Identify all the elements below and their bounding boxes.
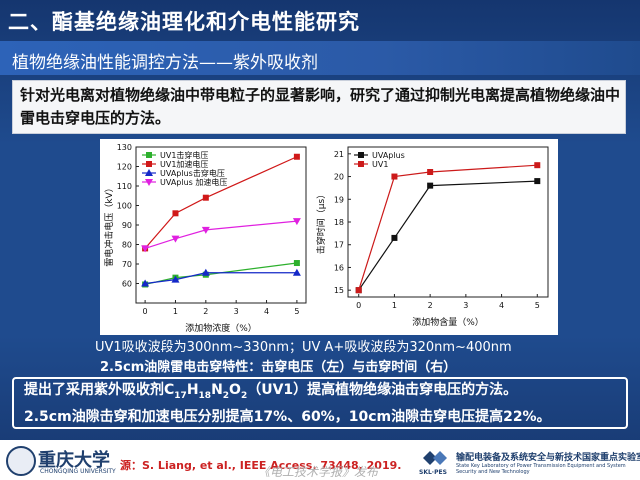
chart-0-ytick-label: 60 <box>122 280 132 289</box>
conclusion-line-1: 提出了采用紫外吸收剂C17H18N2O2（UV1）提高植物绝缘油击穿电压的方法。 <box>24 382 518 401</box>
chart-0-ytick-label: 80 <box>122 241 132 250</box>
chart-1-series-1-line <box>358 164 538 291</box>
chart-0-ytick-label: 70 <box>122 260 132 269</box>
chart-1-xtick-label: 0 <box>356 301 361 310</box>
chart-0-xtick-label: 5 <box>294 307 299 316</box>
chart-0-series-2-point <box>171 275 180 283</box>
conclusion-text: 提出了采用紫外吸收剂C17H18N2O2（UV1）提高植物绝缘油击穿电压的方法。… <box>24 380 624 428</box>
chart-1-ytick-label: 17 <box>334 241 344 250</box>
chart-0-xtick-label: 2 <box>203 307 208 316</box>
chart-1-legend-1-marker <box>358 161 364 167</box>
slide-title: 二、酯基绝缘油理化和介电性能研究 <box>8 10 360 34</box>
subtitle-bar <box>0 41 640 75</box>
chart-1-series-0-point <box>391 234 398 241</box>
chart-0-series-2-point <box>201 268 210 276</box>
conclusion-box <box>12 377 628 429</box>
conclusion-line-2: 2.5cm油隙击穿和加速电压分别提高17%、60%，10cm油隙击穿电压提高22… <box>24 408 551 425</box>
chart-0-series-3-line <box>144 220 297 249</box>
chart-1-ytick-label: 21 <box>334 150 344 159</box>
chart-0-xtick-label: 1 <box>173 307 178 316</box>
chart-0-xtick-label: 0 <box>143 307 148 316</box>
chart-1-frame <box>347 146 549 298</box>
chart-0-series-0-point <box>293 260 300 267</box>
chart-0-legend-3-label: UVAplus 加速电压 <box>160 177 227 187</box>
chart-0-legend-0-marker <box>146 152 152 158</box>
chart-0-series-3-point <box>292 218 301 226</box>
chart-1-series-0-line <box>358 180 538 291</box>
chart-0-legend-3-marker <box>145 179 153 186</box>
chart-0-xtick-label: 4 <box>264 307 269 316</box>
chart-0-series-3-point <box>141 245 150 253</box>
chart-0-series-3-point <box>171 235 180 243</box>
figure-panel: 0 1 2 3 4 5 60 70 80 90 100 110 120 130 添加物浓度（%） 雷电冲击电压… <box>100 139 558 335</box>
chart-1-ytick-label: 15 <box>334 286 344 295</box>
chart-1-ytick-label: 16 <box>334 263 344 272</box>
university-name: 重庆大学 <box>38 450 110 471</box>
lab-abbreviation: SKL·PES <box>419 469 447 476</box>
chart-0-series-3-point <box>201 226 210 234</box>
chart-0-xtick-label: 3 <box>234 307 239 316</box>
chart-0-series-0-line <box>144 262 297 286</box>
chart-0-legend-1-label: UV1加速电压 <box>160 159 208 169</box>
chart-1-series-1-point <box>534 162 541 169</box>
chart-0-series-2-point <box>141 279 150 287</box>
charts-figure: 0 1 2 3 4 560708090100110120130添加物浓度（%）雷电冲击电压… <box>103 143 549 334</box>
watermark: 《电工技术学报》发布 <box>258 465 379 479</box>
chart-0-legend-0-label: UV1击穿电压 <box>160 150 208 160</box>
caption-absorption-bands: UV1吸收波段为300nm~330nm；UV A+吸收波段为320nm~400n… <box>95 340 512 355</box>
source-citation: 源：S. Liang, et al., IEEE Access, 73448, … <box>120 459 402 472</box>
chart-0-series-1-point <box>202 194 209 201</box>
chart-0-series-2-point <box>292 268 301 276</box>
chart-0-legend-2-label: UVAplus击穿电压 <box>160 168 225 178</box>
chart-1-ylabel: 击穿时间（μs） <box>315 190 327 254</box>
chart-1-ytick-label: 18 <box>334 218 344 227</box>
chart-1-series-0-point <box>427 182 434 189</box>
intro-text: 针对光电离对植物绝缘油中带电粒子的显著影响，研究了通过抑制光电离提高植物绝缘油中… <box>20 86 621 127</box>
chart-0-ytick-label: 100 <box>117 202 132 211</box>
chart-1-xtick-label: 4 <box>499 301 504 310</box>
university-logo-icon <box>6 446 36 476</box>
chart-1-legend-0-marker <box>358 152 364 158</box>
chart-0-series-1-line <box>144 156 298 249</box>
lab-name: 输配电装备及系统安全与新技术国家重点实验室 <box>456 453 640 463</box>
chart-0-series-2-line <box>145 272 297 285</box>
chart-0-series-1-point <box>293 153 300 160</box>
chart-1-ytick-label: 19 <box>334 195 344 204</box>
chart-0-legend-2-marker <box>145 169 153 176</box>
chart-1-legend-0-label: UVAplus <box>372 151 405 160</box>
chart-0-series-1-point <box>172 210 179 217</box>
chart-0-legend-1-marker <box>146 161 152 167</box>
chart-1-xtick-label: 5 <box>535 301 540 310</box>
footer <box>0 440 640 480</box>
chart-1-series-1-point <box>427 169 434 175</box>
chart-0-ytick-label: 110 <box>117 182 132 191</box>
chart-1-ytick-label: 20 <box>334 173 344 182</box>
caption-figure-title: 2.5cm油隙雷电击穿特性：击穿电压（左）与击穿时间（右） <box>100 360 457 375</box>
chart-1-series-1-point <box>391 173 398 180</box>
lab-name-en: State Key Laboratory of Power Transmissi… <box>456 463 626 475</box>
chart-0-xlabel: 添加物浓度（%） <box>185 322 257 334</box>
chart-1-xtick-label: 2 <box>428 301 433 310</box>
chart-1-legend-1-label: UV1 <box>372 160 388 169</box>
lab-logo-icon <box>423 451 447 465</box>
chart-0-ytick-label: 130 <box>117 143 132 152</box>
chart-0-ytick-label: 90 <box>122 221 132 230</box>
slide-subtitle: 植物绝缘油性能调控方法——紫外吸收剂 <box>12 53 318 73</box>
chart-1-xlabel: 添加物含量（%） <box>412 316 484 328</box>
chart-1-series-0-point <box>534 178 541 185</box>
university-name-en: CHONGQING UNIVERSITY <box>40 468 116 475</box>
chart-0-ytick-label: 120 <box>117 163 132 172</box>
chart-1-xtick-label: 1 <box>392 301 397 310</box>
chart-1-series-1-point <box>355 287 362 294</box>
chart-1-xtick-label: 3 <box>463 301 468 310</box>
chart-0-ylabel: 雷电冲击电压（kV） <box>103 183 115 266</box>
intro-box <box>12 80 626 134</box>
